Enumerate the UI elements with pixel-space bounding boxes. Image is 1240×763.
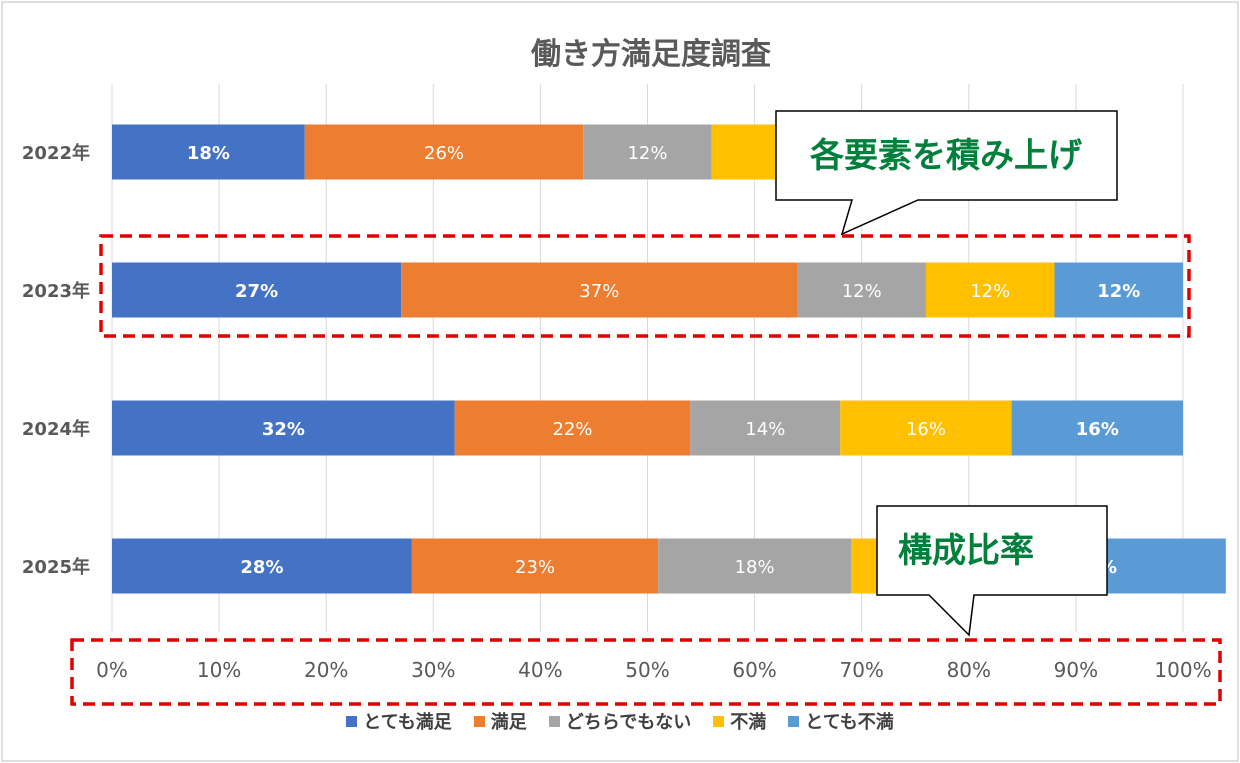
legend-item: 満足 — [473, 708, 527, 734]
category-labels: 2022年 2023年 2024年 2025年 — [22, 142, 90, 578]
callout-stack: 各要素を積み上げ — [775, 110, 1118, 236]
bar-segment — [583, 124, 712, 180]
callout-ratio: 構成比率 — [876, 505, 1108, 637]
data-label: 16% — [906, 419, 946, 440]
data-label: 12% — [627, 143, 667, 164]
bar-segment — [401, 262, 798, 318]
chart-legend: とても満足 満足 どちらでもない 不満 とても不満 — [0, 708, 1240, 734]
bar-segment — [690, 400, 841, 456]
bar-segment — [1011, 400, 1183, 456]
legend-swatch — [548, 715, 560, 727]
category-label: 2022年 — [22, 142, 90, 164]
legend-label: 不満 — [730, 712, 767, 733]
x-tick-label: 100% — [1154, 658, 1211, 682]
bar-segment — [304, 124, 584, 180]
data-label: 22% — [553, 419, 593, 440]
x-tick-label: 0% — [96, 658, 128, 682]
data-label: 12% — [1097, 281, 1140, 302]
callout-ratio-text: 構成比率 — [898, 531, 1034, 571]
data-label: 28% — [240, 557, 283, 578]
legend-swatch — [346, 715, 358, 727]
x-tick-label: 70% — [839, 658, 883, 682]
legend-item: 不満 — [713, 708, 766, 734]
x-tick-label: 90% — [1054, 658, 1098, 682]
x-tick-label: 80% — [947, 658, 991, 682]
legend-label: 満足 — [490, 712, 527, 733]
highlight-2023-row — [99, 234, 1191, 338]
legend-label: とても満足 — [363, 712, 452, 733]
callout-stack-text: 各要素を積み上げ — [810, 136, 1082, 176]
legend-item: とても満足 — [346, 708, 452, 734]
x-tick-label: 50% — [625, 658, 669, 682]
data-label: 27% — [235, 281, 278, 302]
data-label: 12% — [970, 281, 1010, 302]
bar-segment — [797, 262, 926, 318]
x-tick-label: 40% — [518, 658, 562, 682]
x-tick-labels: 0% 10% 20% 30% 40% 50% 60% 70% 80% 90% 100% — [96, 658, 1211, 682]
bar-segment — [925, 262, 1055, 318]
legend-label: どちらでもない — [565, 712, 692, 733]
chart-title: 働き方満足度調査 — [530, 37, 771, 72]
highlight-x-axis — [70, 638, 1222, 706]
data-label: 12% — [842, 281, 882, 302]
bar-segment — [112, 400, 455, 456]
data-label: 26% — [424, 143, 464, 164]
x-tick-label: 30% — [411, 658, 455, 682]
category-label: 2023年 — [22, 280, 90, 302]
bar-segment — [112, 538, 412, 594]
bar-segment — [411, 538, 659, 594]
data-label: 14% — [745, 419, 785, 440]
legend-swatch — [788, 715, 800, 727]
x-tick-label: 10% — [197, 658, 241, 682]
bar-segment — [112, 124, 305, 180]
x-tick-label: 60% — [732, 658, 776, 682]
legend-label: とても不満 — [805, 712, 894, 733]
data-label: 18% — [735, 557, 775, 578]
bar-segment — [658, 538, 851, 594]
legend-swatch — [713, 715, 725, 727]
category-label: 2025年 — [22, 556, 90, 578]
data-label: 18% — [187, 143, 230, 164]
bar-segment — [1054, 262, 1183, 318]
legend-item: どちらでもない — [548, 708, 692, 734]
legend-swatch — [473, 715, 485, 727]
category-label: 2024年 — [22, 418, 90, 440]
bar-segment — [112, 262, 402, 318]
bar-segment — [454, 400, 691, 456]
data-label: 32% — [262, 419, 305, 440]
data-label: 16% — [1076, 419, 1119, 440]
data-label: 37% — [579, 281, 619, 302]
bar-segment — [840, 400, 1012, 456]
data-label: 23% — [515, 557, 555, 578]
x-tick-label: 20% — [304, 658, 348, 682]
legend-item: とても不満 — [788, 708, 894, 734]
